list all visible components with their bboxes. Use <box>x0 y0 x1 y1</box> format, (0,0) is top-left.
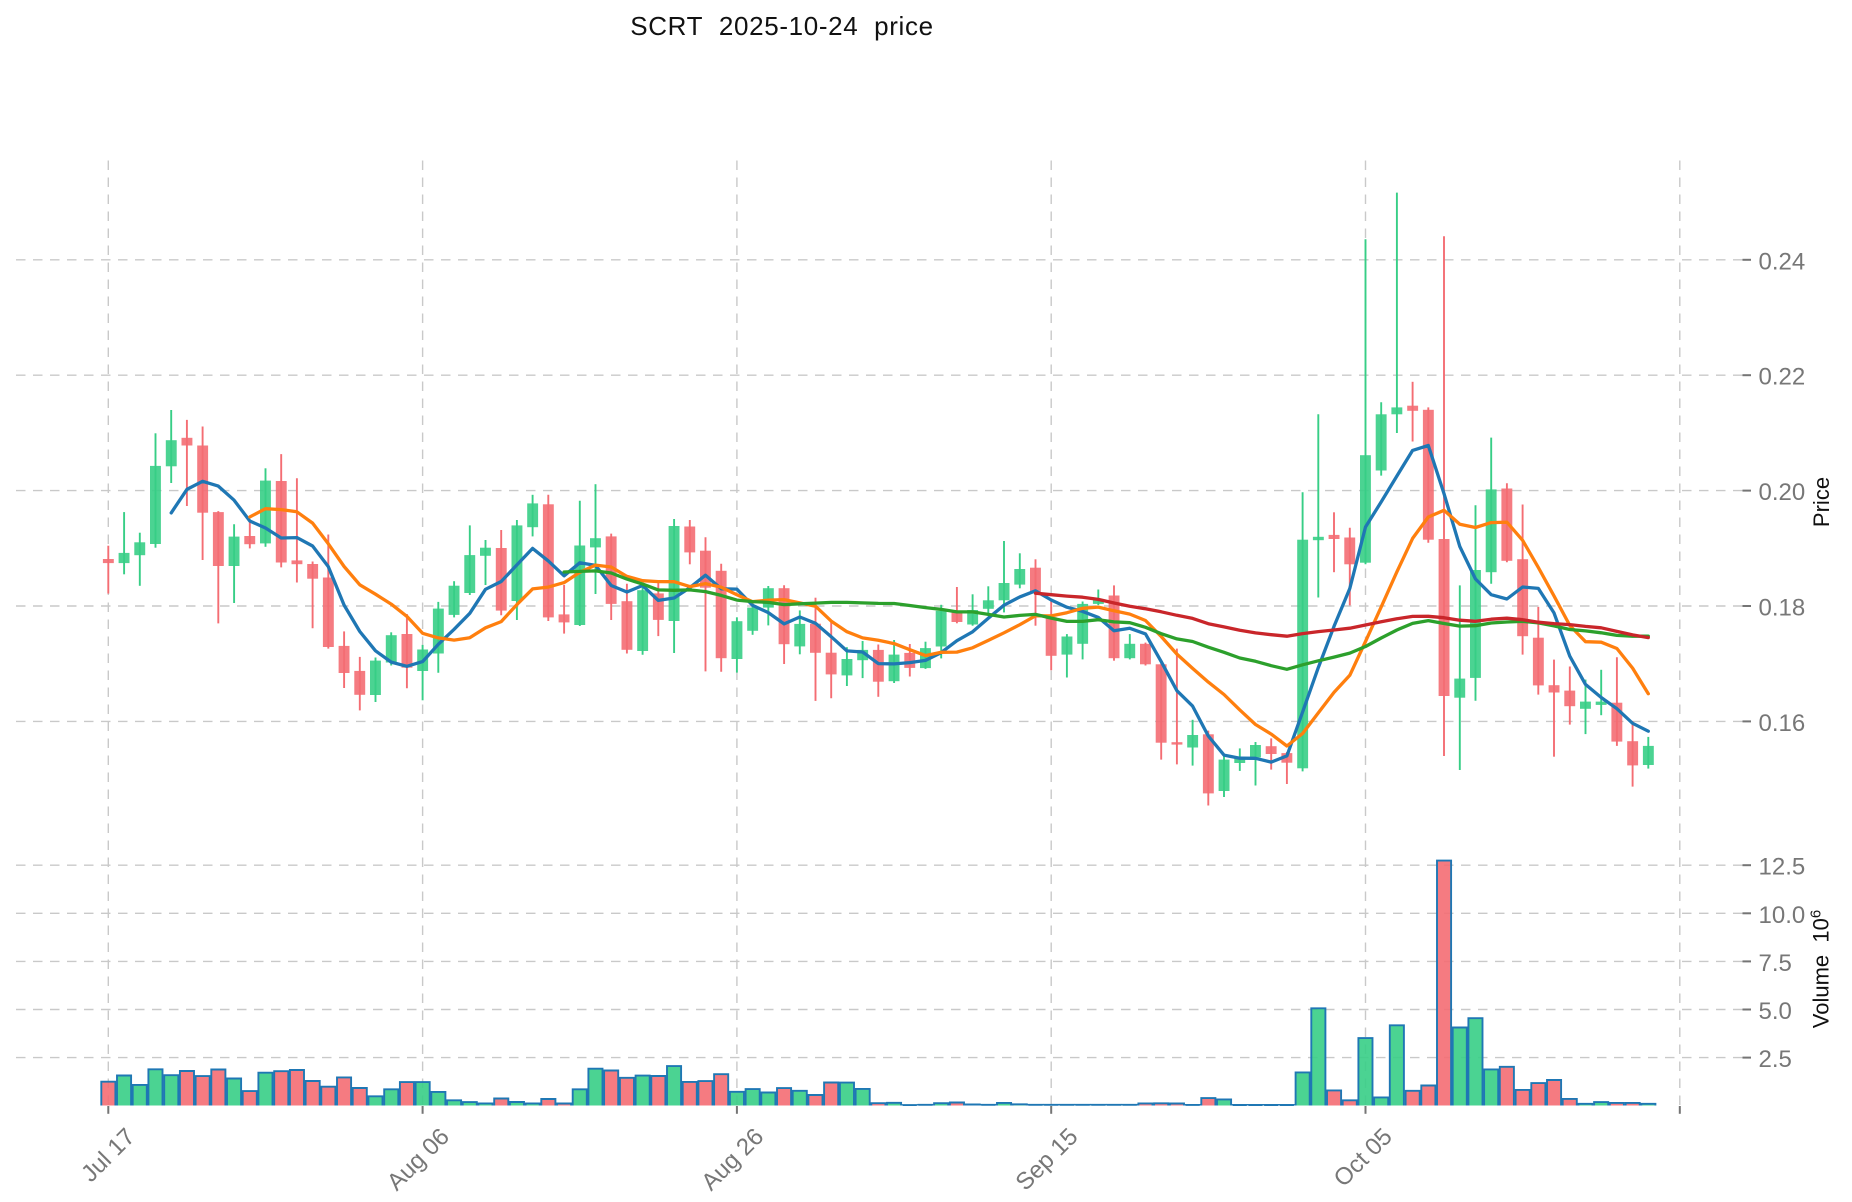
svg-text:SCRT 2025-10-24 price: SCRT 2025-10-24 price <box>630 11 934 41</box>
svg-text:7.5: 7.5 <box>1759 950 1792 977</box>
svg-text:0.22: 0.22 <box>1759 364 1806 391</box>
svg-text:10.0: 10.0 <box>1759 902 1806 929</box>
svg-text:5.0: 5.0 <box>1759 998 1792 1025</box>
svg-text:0.18: 0.18 <box>1759 595 1806 622</box>
svg-text:Price: Price <box>1809 477 1834 527</box>
svg-text:0.20: 0.20 <box>1759 479 1806 506</box>
svg-text:2.5: 2.5 <box>1759 1046 1792 1073</box>
svg-text:12.5: 12.5 <box>1759 854 1806 881</box>
svg-text:0.16: 0.16 <box>1759 710 1806 737</box>
svg-text:0.24: 0.24 <box>1759 248 1806 275</box>
svg-text:Volume 106: Volume 106 <box>1807 910 1834 1028</box>
